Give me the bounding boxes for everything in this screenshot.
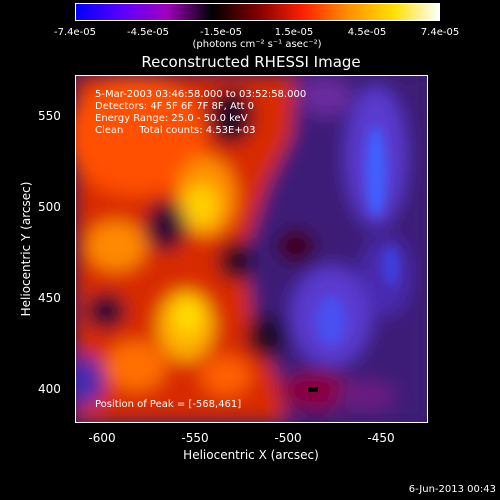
colorbar-tick-label: -4.5e-05 bbox=[127, 27, 169, 38]
y-axis-label: Heliocentric Y (arcsec) bbox=[19, 181, 33, 317]
colorbar-tick-label: -1.5e-05 bbox=[200, 27, 242, 38]
chart-title: Reconstructed RHESSI Image bbox=[141, 53, 361, 71]
x-tick-label: -600 bbox=[88, 431, 116, 445]
info-detectors: Detectors: 4F 5F 6F 7F 8F, Att 0 bbox=[95, 101, 255, 112]
y-tick-label: 400 bbox=[38, 382, 61, 396]
x-tick-label: -550 bbox=[181, 431, 209, 445]
y-tick-label: 550 bbox=[38, 109, 61, 123]
x-tick-label: -450 bbox=[367, 431, 395, 445]
info-time-range: 5-Mar-2003 03:46:58.000 to 03:52:58.000 bbox=[95, 89, 307, 100]
colorbar-tick-label: 4.5e-05 bbox=[347, 27, 387, 38]
colorbar-tick-label: 1.5e-05 bbox=[274, 27, 314, 38]
heatmap-image bbox=[76, 76, 427, 422]
y-tick-label: 500 bbox=[38, 200, 61, 214]
peak-marker bbox=[308, 387, 318, 392]
footer-date: 6-Jun-2013 00:43 bbox=[408, 484, 496, 495]
colorbar-unit-label: (photons cm⁻² s⁻¹ asec⁻²) bbox=[192, 39, 322, 50]
heatmap-plot bbox=[75, 75, 428, 423]
y-tick-label: 450 bbox=[38, 291, 61, 305]
colorbar-tick-label: -7.4e-05 bbox=[54, 27, 96, 38]
peak-position-label: Position of Peak = [-568,461] bbox=[95, 399, 242, 410]
info-energy-range: Energy Range: 25.0 - 50.0 keV bbox=[95, 113, 248, 124]
colorbar-tick-label: 7.4e-05 bbox=[420, 27, 460, 38]
info-clean-counts: Clean Total counts: 4.53E+03 bbox=[95, 125, 256, 136]
x-tick-label: -500 bbox=[274, 431, 302, 445]
x-axis-label: Heliocentric X (arcsec) bbox=[183, 448, 319, 462]
colorbar bbox=[75, 3, 440, 21]
